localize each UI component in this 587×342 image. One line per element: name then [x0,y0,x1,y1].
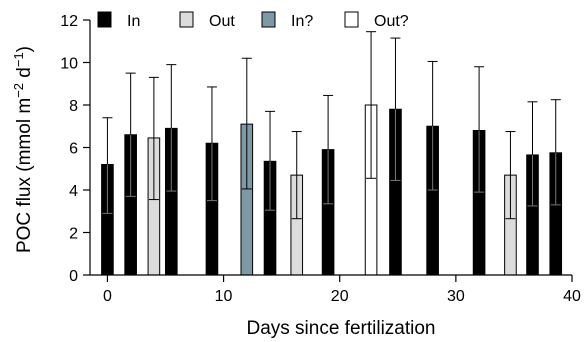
legend-label-outq: Out? [374,13,409,30]
legend-label-out: Out [209,13,235,30]
y-tick-label: 8 [69,98,78,115]
y-tick-label: 6 [69,141,78,158]
x-tick-label: 30 [447,288,465,305]
y-axis-label-mid: d [14,67,35,83]
y-tick-label: 4 [69,183,78,200]
axes: 0 2 4 6 8 10 12 0 10 20 30 40 [60,13,581,305]
y-tick-label: 0 [69,268,78,285]
y-tick-label: 2 [69,226,78,243]
legend-swatch-out [179,11,194,28]
legend-swatch-in [97,11,112,28]
legend-swatch-outq [344,11,359,28]
legend-label-inq: In? [291,13,313,30]
y-axis-label-base: POC flux (mmol m [14,98,35,253]
y-axis-label: POC flux (mmol m−2 d−1) [11,46,35,253]
y-axis-label-exp1: −2 [11,83,26,98]
x-tick-label: 0 [103,288,112,305]
legend-swatch-inq [261,11,276,28]
y-axis-label-exp2: −1 [11,52,26,67]
y-tick-label: 10 [60,56,78,73]
y-tick-label: 12 [60,13,78,30]
x-tick-label: 20 [331,288,349,305]
x-axis-label: Days since fertilization [246,318,435,339]
legend: In Out In? Out? [97,11,409,30]
plot-area [101,31,563,276]
x-tick-label: 40 [563,288,581,305]
legend-label-in: In [127,13,140,30]
y-axis-label-end: ) [14,46,35,52]
x-tick-label: 10 [215,288,233,305]
